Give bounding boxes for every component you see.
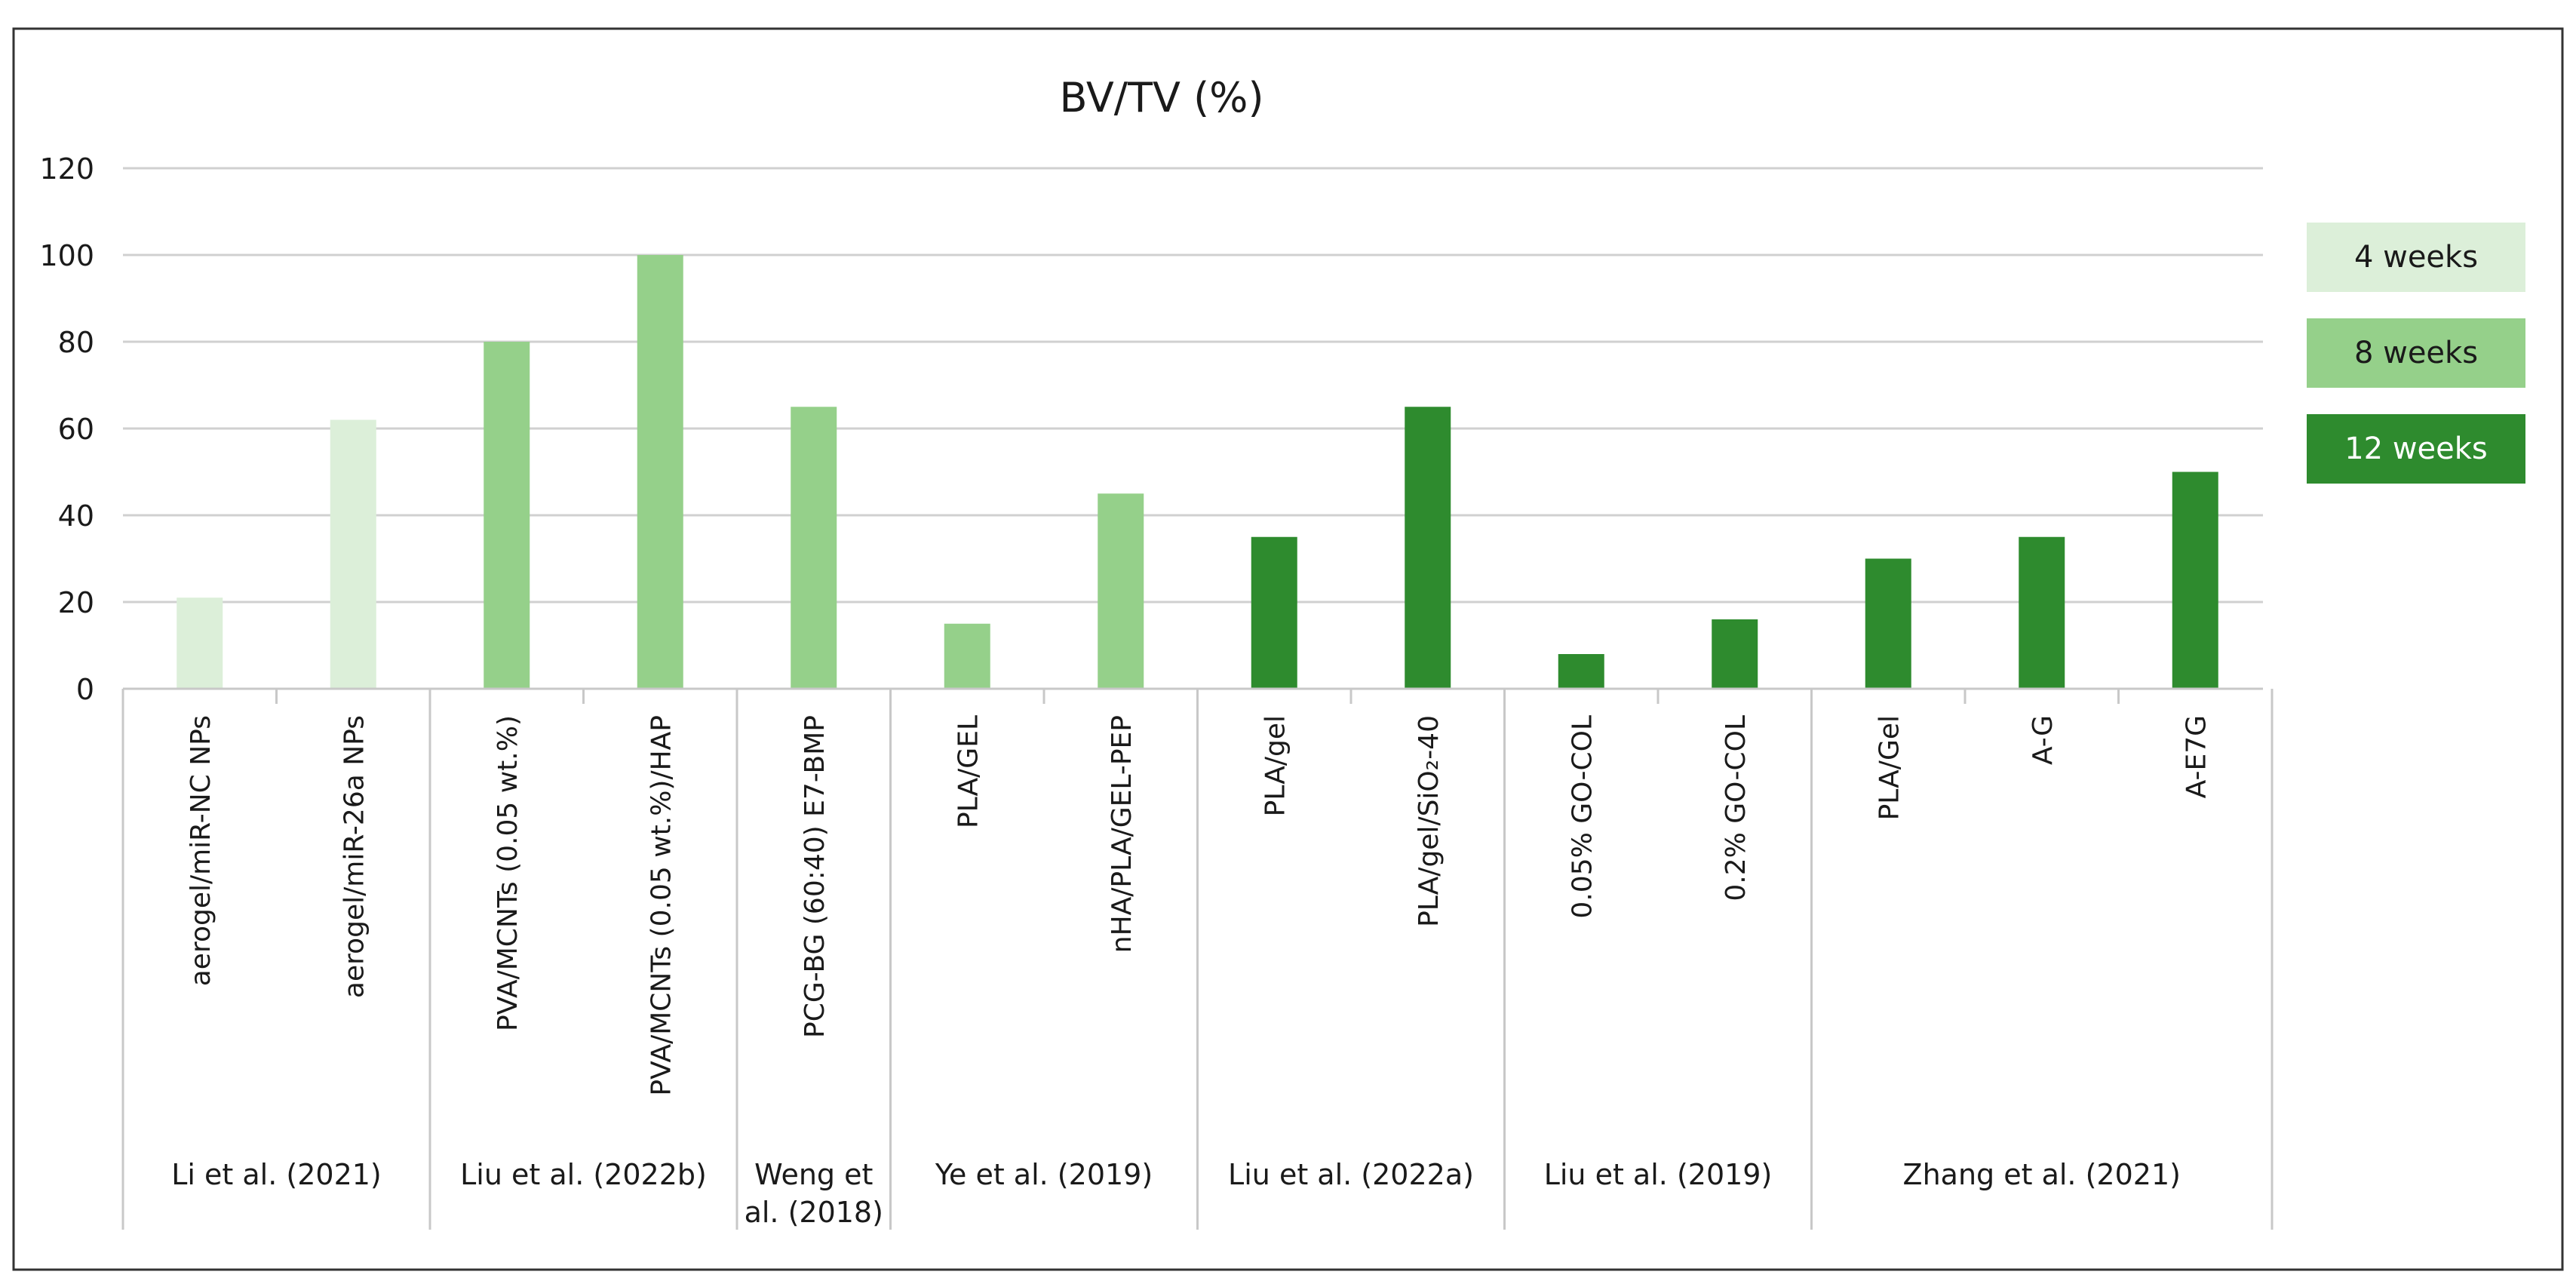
category-label: 0.2% GO-COL bbox=[1721, 715, 1752, 902]
category-label: nHA/PLA/GEL-PEP bbox=[1107, 715, 1138, 953]
category-label: PLA/Gel bbox=[1874, 715, 1905, 820]
bar bbox=[2172, 471, 2218, 689]
category-label: aerogel/miR-26a NPs bbox=[339, 715, 370, 998]
y-tick-label: 40 bbox=[58, 499, 94, 533]
legend-8-weeks: 8 weeks bbox=[2307, 318, 2525, 388]
category-label: aerogel/miR-NC NPs bbox=[186, 715, 216, 986]
group-label: Liu et al. (2022b) bbox=[460, 1158, 707, 1191]
group-label: Zhang et al. (2021) bbox=[1903, 1158, 2181, 1191]
category-label: A-G bbox=[2028, 715, 2059, 765]
y-tick-label: 0 bbox=[76, 673, 94, 706]
bar bbox=[484, 342, 530, 689]
group-label: Liu et al. (2022a) bbox=[1228, 1158, 1474, 1191]
y-tick-label: 100 bbox=[39, 239, 94, 272]
legend-label-12-weeks: 12 weeks bbox=[2344, 432, 2488, 466]
legend-label-4-weeks: 4 weeks bbox=[2353, 240, 2479, 275]
bar bbox=[1405, 407, 1451, 689]
bar bbox=[1712, 619, 1758, 689]
category-label: PVA/MCNTs (0.05 wt.%)/HAP bbox=[646, 715, 677, 1096]
bar bbox=[177, 597, 223, 689]
category-label: PVA/MCNTs (0.05 wt.%) bbox=[493, 715, 523, 1031]
category-axis: aerogel/miR-NC NPs aerogel/miR-26a NPs Li … bbox=[121, 687, 2274, 1230]
bar bbox=[2019, 536, 2065, 689]
bar bbox=[1865, 558, 1911, 689]
category-label: PCG-BG (60:40) E7-BMP bbox=[800, 715, 831, 1038]
bar bbox=[637, 255, 683, 689]
chart-title: BV/TV (%) bbox=[1059, 74, 1263, 121]
bars bbox=[177, 255, 2218, 689]
legend-label-8-weeks: 8 weeks bbox=[2353, 336, 2479, 370]
bar bbox=[791, 407, 837, 689]
category-label: 0.05% GO-COL bbox=[1567, 715, 1598, 919]
category-label: PLA/gel/SiO₂-40 bbox=[1414, 715, 1445, 927]
bar bbox=[1558, 654, 1604, 689]
legend-4-weeks: 4 weeks bbox=[2307, 223, 2525, 292]
bar bbox=[944, 623, 990, 689]
group-label: Liu et al. (2019) bbox=[1544, 1158, 1773, 1191]
category-label: A-E7G bbox=[2181, 715, 2212, 798]
y-axis-ticks: 0 20 40 60 80 100 120 bbox=[39, 152, 94, 706]
legend-12-weeks: 12 weeks bbox=[2307, 414, 2525, 484]
bar bbox=[1251, 536, 1297, 689]
category-label: PLA/gel bbox=[1260, 715, 1291, 816]
group-label: Weng et al. (2018) bbox=[745, 1158, 883, 1229]
group-label: Li et al. (2021) bbox=[171, 1158, 382, 1191]
y-tick-label: 80 bbox=[58, 326, 94, 359]
y-tick-label: 60 bbox=[58, 413, 94, 446]
group-label: Ye et al. (2019) bbox=[935, 1158, 1153, 1191]
y-tick-label: 120 bbox=[39, 152, 94, 186]
bar bbox=[330, 419, 376, 689]
y-tick-label: 20 bbox=[58, 586, 94, 619]
category-label: PLA/GEL bbox=[953, 715, 984, 828]
bar bbox=[1098, 493, 1144, 689]
